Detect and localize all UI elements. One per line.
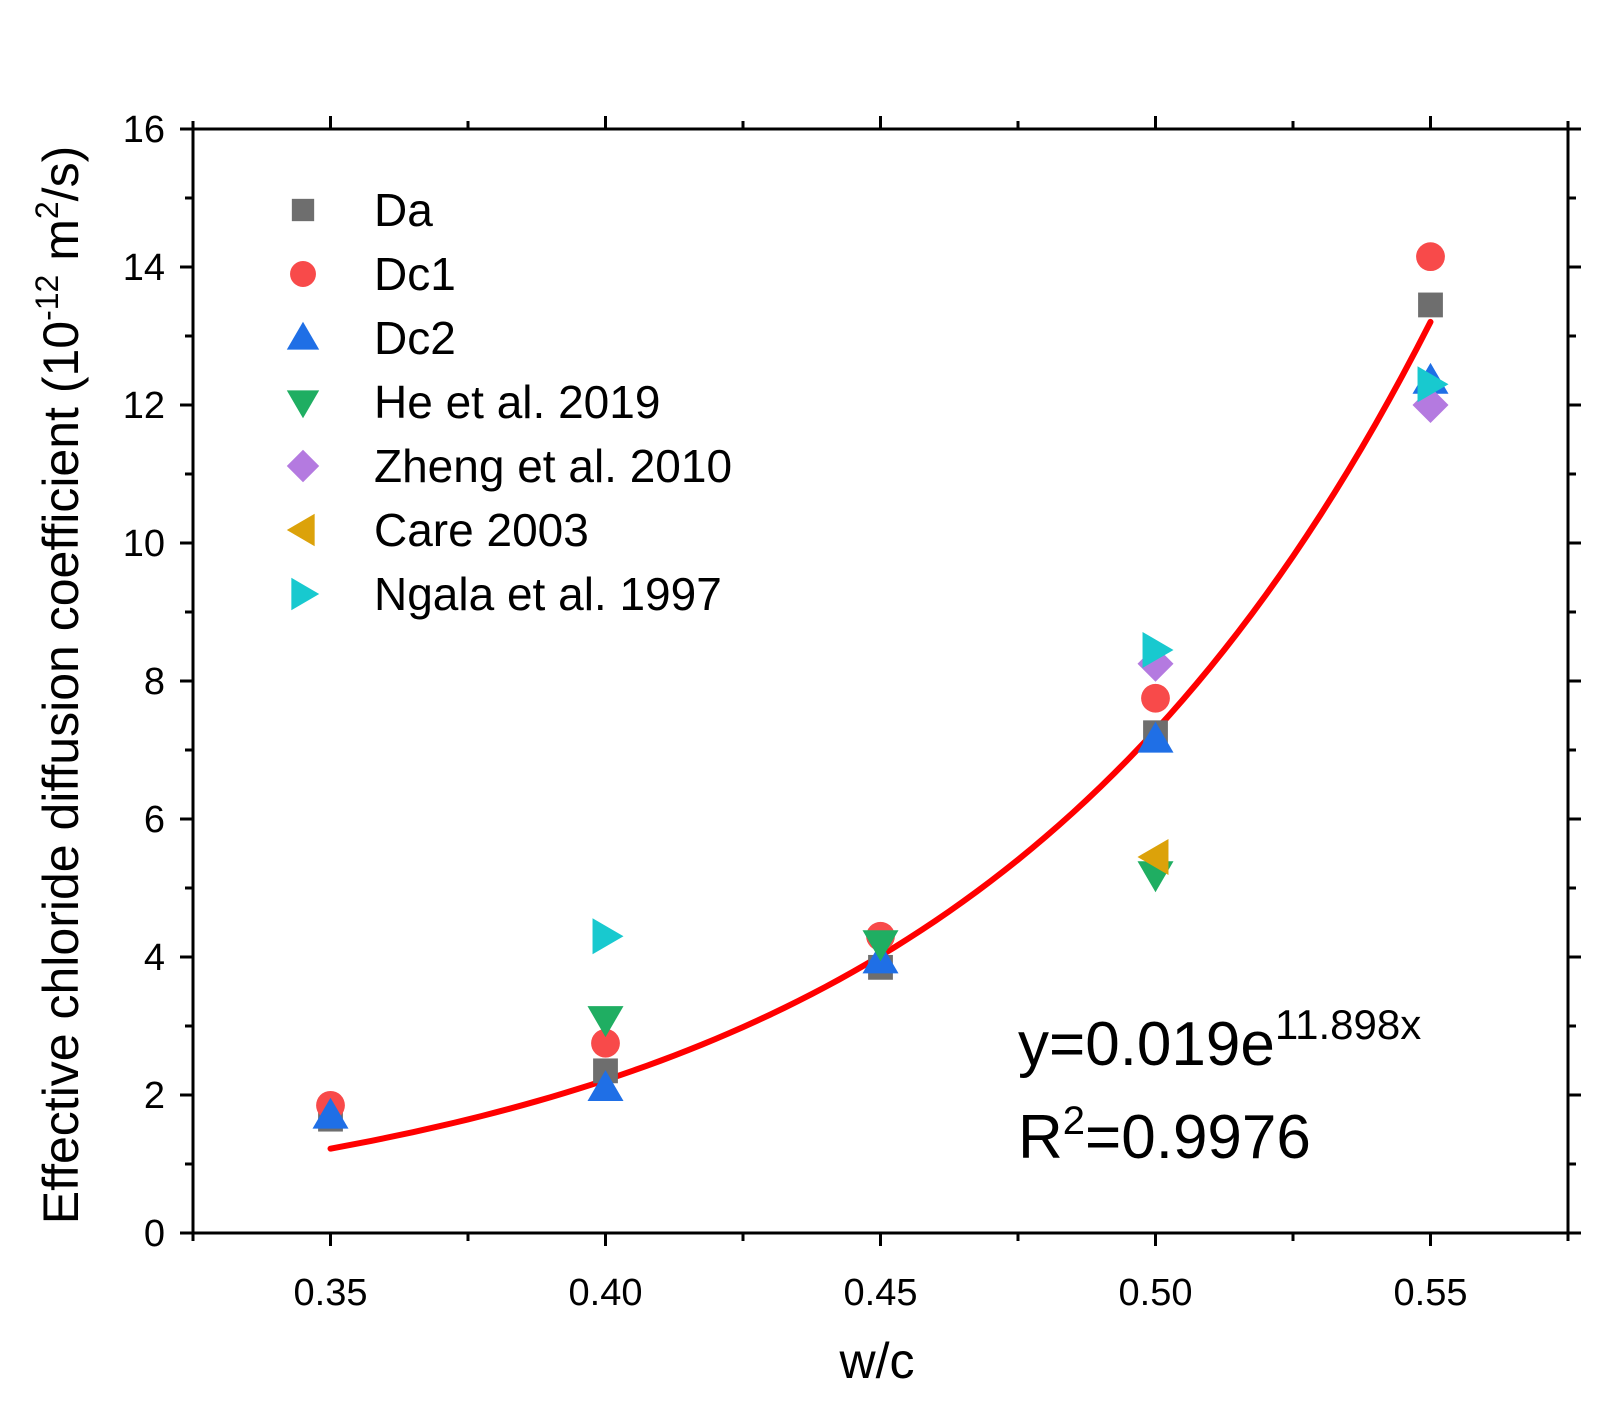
legend-marker-da: [291, 198, 315, 222]
legend-marker-he-et-al-2019: [286, 390, 320, 419]
data-point-ngala-et-al-1997: [1142, 631, 1174, 668]
r-squared-exponent: 2: [1063, 1099, 1085, 1143]
data-point-da: [1418, 292, 1443, 318]
legend: Da Dc1 Dc2 He et al. 2019 Zheng et al. 2010 C…: [286, 184, 732, 620]
y-tick-label: 12: [123, 385, 165, 427]
data-point-care-2003: [1137, 838, 1169, 875]
y-axis-title: Effective chloride diffusion coefficient…: [29, 146, 89, 1224]
fit-r-squared: R2=0.9976: [1018, 1099, 1311, 1172]
data-point-dc2: [1137, 721, 1174, 753]
legend-label-dc1: Dc1: [374, 248, 456, 300]
y-tick-label: 14: [123, 247, 165, 289]
x-tick-label: 0.45: [844, 1272, 918, 1314]
legend-label-he-et-al-2019: He et al. 2019: [374, 376, 660, 428]
legend-marker-dc2: [286, 321, 320, 350]
data-point-ngala-et-al-1997: [592, 918, 624, 955]
x-tick-label: 0.40: [569, 1272, 643, 1314]
data-point-dc1: [1416, 242, 1445, 272]
y-axis-title-exp: -12: [29, 275, 65, 321]
y-tick-label: 8: [144, 661, 165, 703]
x-tick-label: 0.50: [1119, 1272, 1193, 1314]
legend-label-zheng-et-al-2010: Zheng et al. 2010: [374, 440, 732, 492]
legend-label-dc2: Dc2: [374, 312, 456, 364]
x-axis-title: w/c: [839, 1333, 915, 1389]
data-point-ngala-et-al-1997: [1417, 366, 1449, 403]
x-tick-label: 0.55: [1394, 1272, 1468, 1314]
r-squared-base: R: [1018, 1103, 1063, 1172]
legend-marker-dc1: [290, 261, 316, 287]
legend-label-da: Da: [374, 184, 433, 236]
fit-equation-exponent: 11.898x: [1275, 1001, 1421, 1048]
y-axis-title-suffix: /s): [33, 146, 89, 202]
y-tick-label: 0: [144, 1213, 165, 1255]
y-axis-title-exp2: 2: [29, 201, 65, 219]
y-tick-label: 10: [123, 523, 165, 565]
data-point-dc2: [312, 1097, 349, 1129]
axes: 0.35 0.40 0.45 0.50 0.55 0 2 4 6 8 10 12 14 16: [123, 109, 1581, 1314]
fit-equation-base: y=0.019e: [1018, 1010, 1275, 1079]
data-point-dc1: [1141, 683, 1170, 713]
fit-equation: y=0.019e11.898x: [1018, 1001, 1421, 1079]
y-axis-title-middle: m: [33, 219, 89, 275]
legend-marker-care-2003: [286, 513, 315, 547]
x-tick-label: 0.35: [294, 1272, 368, 1314]
y-axis-title-prefix: Effective chloride diffusion coefficient…: [33, 321, 89, 1224]
legend-marker-ngala-et-al-1997: [291, 577, 320, 611]
data-point-dc2: [587, 1070, 624, 1102]
data-point-he-et-al-2019: [587, 1006, 624, 1038]
legend-label-care-2003: Care 2003: [374, 504, 589, 556]
r-squared-value: =0.9976: [1085, 1103, 1311, 1172]
y-tick-label: 2: [144, 1075, 165, 1117]
y-tick-label: 16: [123, 109, 165, 151]
y-tick-label: 6: [144, 799, 165, 841]
data-points: [312, 242, 1449, 1132]
legend-marker-zheng-et-al-2010: [286, 449, 320, 483]
legend-label-ngala-et-al-1997: Ngala et al. 1997: [374, 568, 722, 620]
data-point-dc1: [591, 1028, 620, 1058]
data-point-he-et-al-2019: [862, 930, 899, 962]
y-tick-label: 4: [144, 937, 165, 979]
